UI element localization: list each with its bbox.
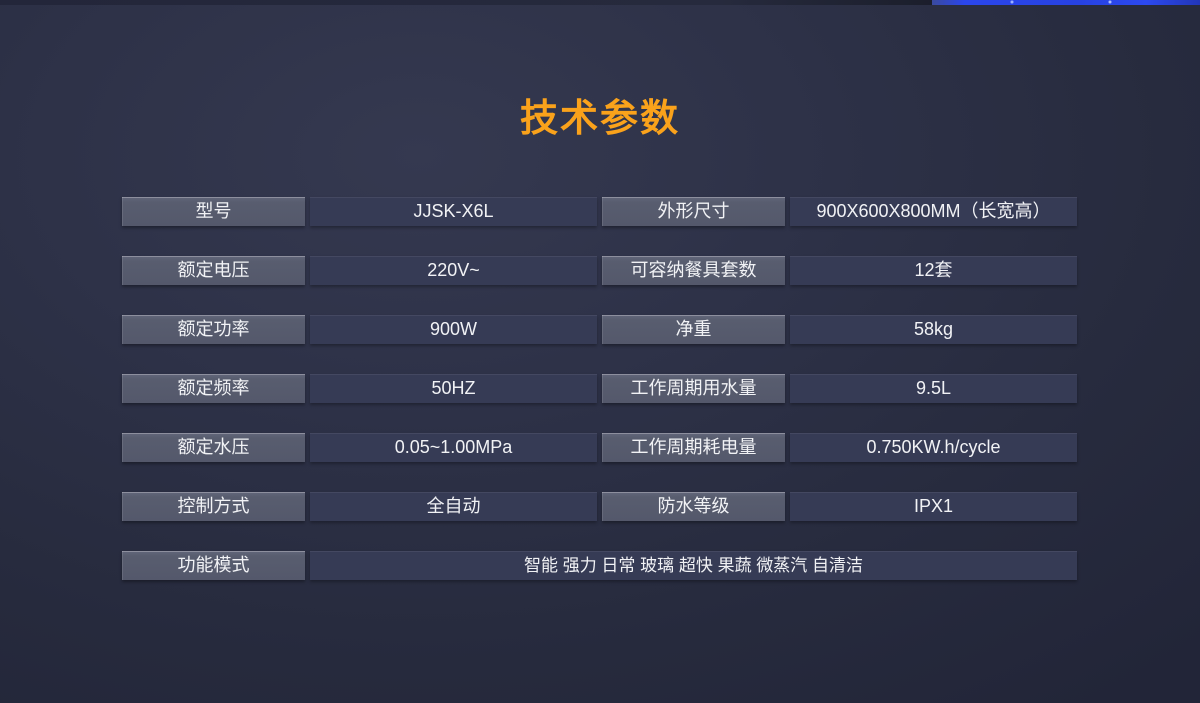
spec-table: 型号 JJSK-X6L 外形尺寸 900X600X800MM（长宽高） 额定电压… — [122, 197, 1077, 580]
page-title: 技术参数 — [519, 98, 680, 140]
spec-label-model: 型号 — [122, 197, 305, 226]
spec-row: 额定功率 900W 净重 58kg — [122, 315, 1077, 344]
spec-label-rated-frequency: 额定频率 — [122, 374, 305, 403]
spec-label-dimensions: 外形尺寸 — [602, 197, 785, 226]
spec-row: 额定频率 50HZ 工作周期用水量 9.5L — [122, 374, 1077, 403]
top-edge-blue-fragment — [932, 0, 1200, 5]
spec-row: 额定水压 0.05~1.00MPa 工作周期耗电量 0.750KW.h/cycl… — [122, 433, 1077, 462]
spec-label-water-per-cycle: 工作周期用水量 — [602, 374, 785, 403]
top-edge-strip — [0, 0, 1200, 5]
spec-value-power-per-cycle: 0.750KW.h/cycle — [790, 433, 1077, 462]
spec-label-rated-power: 额定功率 — [122, 315, 305, 344]
spec-value-control-mode: 全自动 — [310, 492, 597, 521]
spec-value-net-weight: 58kg — [790, 315, 1077, 344]
spec-value-function-modes: 智能 强力 日常 玻璃 超快 果蔬 微蒸汽 自清洁 — [310, 551, 1077, 580]
spec-value-dimensions: 900X600X800MM（长宽高） — [790, 197, 1077, 226]
spec-row: 额定电压 220V~ 可容纳餐具套数 12套 — [122, 256, 1077, 285]
spec-label-rated-voltage: 额定电压 — [122, 256, 305, 285]
spec-label-waterproof-rating: 防水等级 — [602, 492, 785, 521]
spec-row-full-width: 功能模式 智能 强力 日常 玻璃 超快 果蔬 微蒸汽 自清洁 — [122, 551, 1077, 580]
spec-label-net-weight: 净重 — [602, 315, 785, 344]
spec-label-function-modes: 功能模式 — [122, 551, 305, 580]
spec-label-power-per-cycle: 工作周期耗电量 — [602, 433, 785, 462]
spec-value-rated-voltage: 220V~ — [310, 256, 597, 285]
spec-value-water-per-cycle: 9.5L — [790, 374, 1077, 403]
spec-value-rated-water-pressure: 0.05~1.00MPa — [310, 433, 597, 462]
spec-value-rated-frequency: 50HZ — [310, 374, 597, 403]
spec-label-rated-water-pressure: 额定水压 — [122, 433, 305, 462]
spec-row: 控制方式 全自动 防水等级 IPX1 — [122, 492, 1077, 521]
spec-value-capacity: 12套 — [790, 256, 1077, 285]
spec-row: 型号 JJSK-X6L 外形尺寸 900X600X800MM（长宽高） — [122, 197, 1077, 226]
spec-value-waterproof-rating: IPX1 — [790, 492, 1077, 521]
spec-label-capacity: 可容纳餐具套数 — [602, 256, 785, 285]
spec-label-control-mode: 控制方式 — [122, 492, 305, 521]
spec-value-rated-power: 900W — [310, 315, 597, 344]
spec-value-model: JJSK-X6L — [310, 197, 597, 226]
